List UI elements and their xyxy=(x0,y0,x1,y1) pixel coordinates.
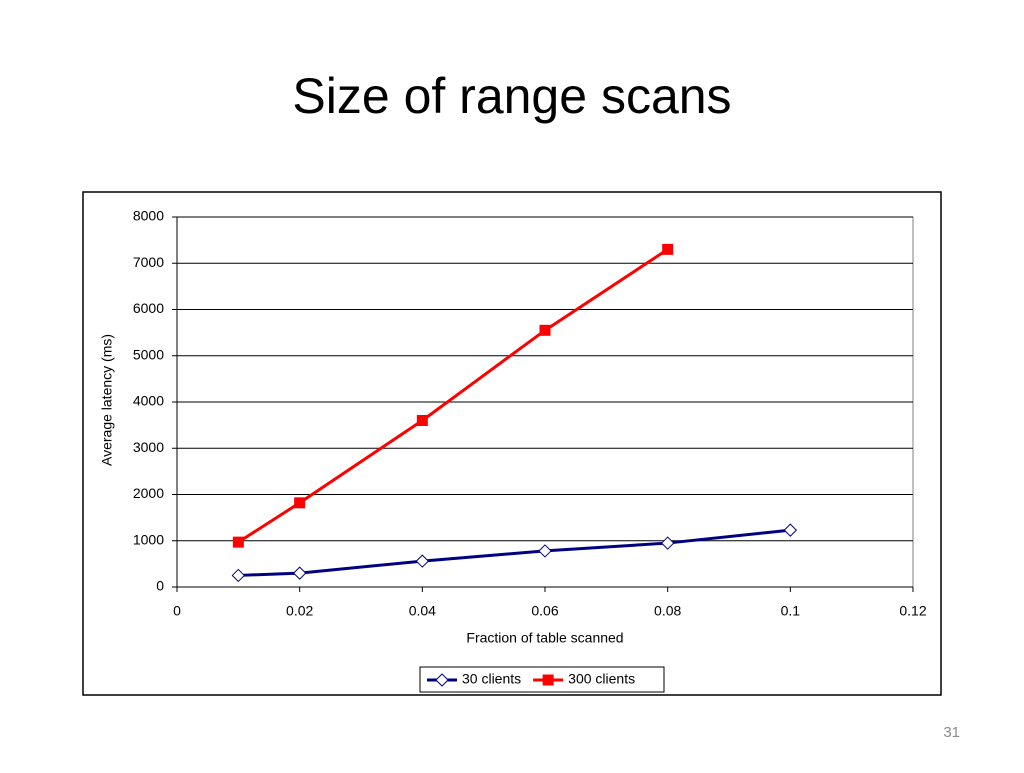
x-tick-label: 0.02 xyxy=(286,603,313,619)
data-point xyxy=(416,415,428,426)
y-tick-label: 0 xyxy=(156,578,164,594)
data-point xyxy=(538,544,552,558)
y-axis-label: Average latency (ms) xyxy=(99,334,115,466)
slide-title: Size of range scans xyxy=(292,68,731,124)
x-tick-label: 0.08 xyxy=(654,603,681,619)
y-tick-label: 1000 xyxy=(133,531,164,547)
data-point xyxy=(231,568,246,583)
x-tick-label: 0.1 xyxy=(781,603,801,619)
series-line xyxy=(238,528,791,577)
y-tick-label: 7000 xyxy=(133,254,164,270)
x-tick-label: 0.12 xyxy=(899,603,926,619)
y-tick-label: 2000 xyxy=(133,485,164,501)
data-point xyxy=(292,566,307,580)
x-tick-label: 0.06 xyxy=(531,603,558,619)
legend-label: 300 clients xyxy=(568,671,635,687)
y-tick-label: 3000 xyxy=(133,439,164,455)
data-point xyxy=(660,536,675,550)
data-point xyxy=(294,497,306,509)
legend-marker xyxy=(542,674,554,686)
data-point xyxy=(539,324,551,336)
legend-label: 30 clients xyxy=(462,671,521,687)
page-number: 31 xyxy=(943,724,960,741)
y-tick-label: 5000 xyxy=(133,346,164,362)
data-point xyxy=(415,554,430,568)
x-tick-label: 0.04 xyxy=(409,603,436,619)
data-point xyxy=(232,536,244,548)
data-point xyxy=(783,523,798,537)
data-point xyxy=(662,243,674,255)
y-tick-label: 6000 xyxy=(133,300,164,316)
y-tick-label: 4000 xyxy=(133,393,164,409)
x-tick-label: 0 xyxy=(173,603,181,619)
legend-marker xyxy=(435,673,449,687)
x-axis-label: Fraction of table scanned xyxy=(466,630,623,646)
y-tick-label: 8000 xyxy=(133,208,164,224)
